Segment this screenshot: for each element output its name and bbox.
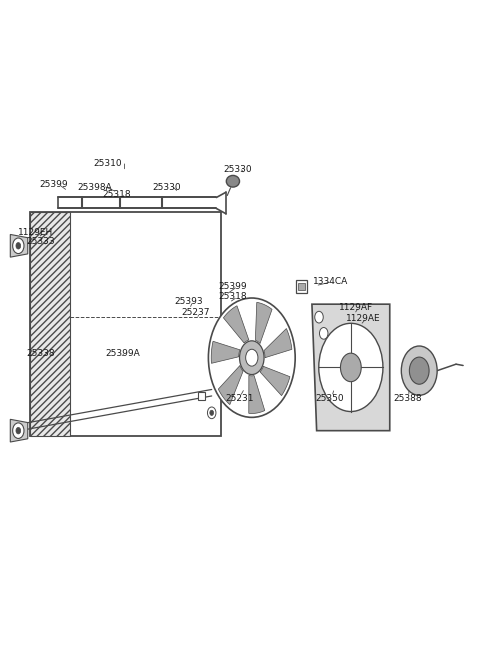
- Text: 25388: 25388: [393, 394, 422, 403]
- Circle shape: [409, 357, 429, 384]
- Text: 1334CA: 1334CA: [313, 277, 348, 286]
- Polygon shape: [255, 302, 272, 344]
- Bar: [198, 392, 205, 400]
- Circle shape: [207, 407, 216, 419]
- Text: 25399: 25399: [39, 180, 68, 189]
- Circle shape: [208, 298, 295, 417]
- Circle shape: [226, 381, 234, 393]
- Circle shape: [224, 362, 233, 375]
- Circle shape: [240, 341, 264, 374]
- Text: 1129AF: 1129AF: [339, 303, 373, 311]
- Text: 25237: 25237: [181, 308, 210, 317]
- Bar: [298, 283, 305, 290]
- Circle shape: [320, 328, 328, 339]
- Text: 25350: 25350: [315, 394, 344, 403]
- Polygon shape: [221, 361, 235, 377]
- Circle shape: [12, 238, 24, 254]
- Circle shape: [319, 323, 383, 411]
- Circle shape: [401, 346, 437, 396]
- Text: 1129AE: 1129AE: [346, 314, 381, 323]
- Text: 25330: 25330: [153, 183, 181, 193]
- Polygon shape: [223, 306, 249, 343]
- Circle shape: [227, 366, 230, 371]
- Circle shape: [340, 353, 361, 382]
- Text: 25333: 25333: [27, 237, 55, 246]
- Text: 25310: 25310: [94, 158, 122, 168]
- Polygon shape: [249, 375, 265, 413]
- Circle shape: [12, 423, 24, 438]
- Polygon shape: [218, 365, 243, 405]
- Text: 25318: 25318: [102, 191, 131, 199]
- Polygon shape: [260, 367, 290, 396]
- Circle shape: [16, 242, 21, 249]
- Circle shape: [210, 410, 214, 415]
- Polygon shape: [10, 419, 28, 442]
- Text: 25231: 25231: [226, 394, 254, 403]
- Ellipse shape: [227, 175, 240, 187]
- Polygon shape: [264, 328, 292, 357]
- Text: 25338: 25338: [27, 349, 55, 357]
- Bar: [296, 281, 307, 293]
- Polygon shape: [211, 341, 240, 363]
- Text: 25398A: 25398A: [77, 183, 112, 193]
- Text: 25330: 25330: [224, 165, 252, 174]
- Text: 25399A: 25399A: [106, 349, 140, 357]
- Text: 1129EH: 1129EH: [18, 228, 54, 237]
- Polygon shape: [312, 304, 390, 431]
- Polygon shape: [10, 235, 28, 257]
- Polygon shape: [30, 212, 70, 436]
- Text: 25399: 25399: [219, 282, 247, 291]
- Circle shape: [246, 350, 258, 366]
- Circle shape: [315, 311, 323, 323]
- Text: 25393: 25393: [174, 297, 203, 306]
- Circle shape: [16, 428, 21, 434]
- Text: 25318: 25318: [219, 292, 247, 301]
